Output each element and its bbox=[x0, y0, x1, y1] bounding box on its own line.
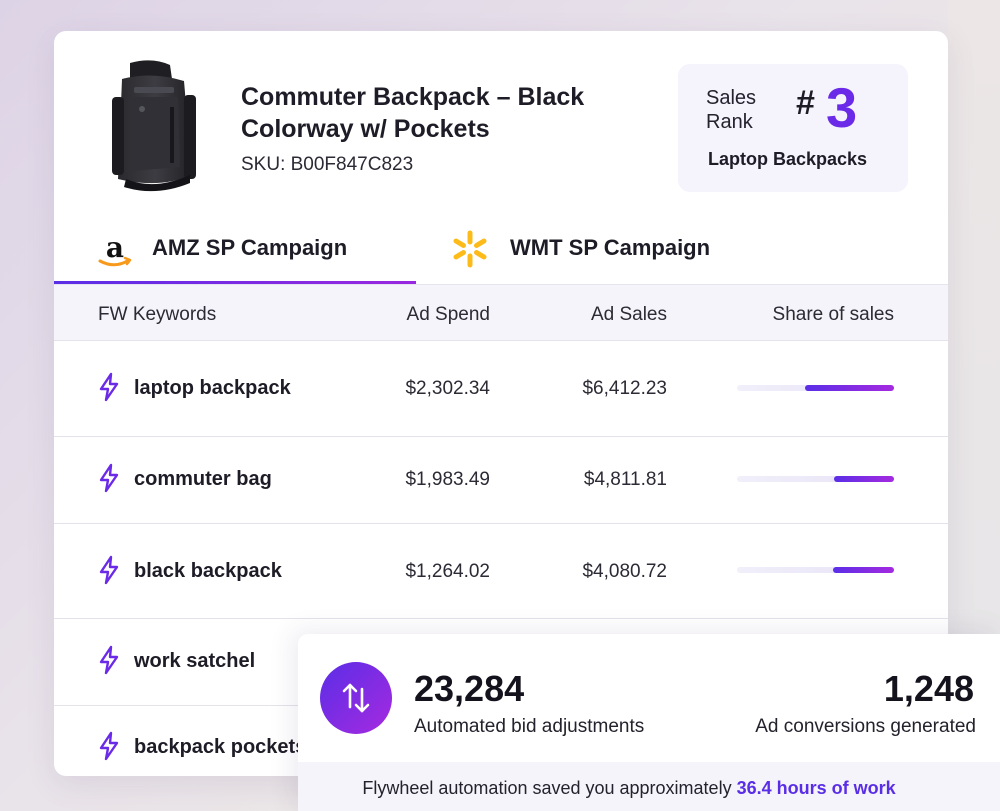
column-header-share-of-sales: Share of sales bbox=[772, 304, 894, 325]
ad-sales-value: $6,412.23 bbox=[582, 378, 667, 399]
savings-footer: Flywheel automation saved you approximat… bbox=[298, 762, 1000, 811]
column-header-ad-spend: Ad Spend bbox=[406, 304, 490, 325]
table-header: FW Keywords Ad Spend Ad Sales Share of s… bbox=[54, 285, 948, 341]
bid-adjustments-label: Automated bid adjustments bbox=[414, 716, 645, 737]
lightning-bolt-icon bbox=[99, 555, 119, 585]
share-of-sales-bar bbox=[737, 567, 894, 573]
table-row[interactable]: backpack pockets bbox=[54, 706, 948, 776]
savings-message: Flywheel automation saved you approximat… bbox=[298, 778, 960, 799]
product-image bbox=[112, 60, 196, 192]
tab-amz-sp-campaign[interactable]: a AMZ SP Campaign bbox=[54, 219, 416, 285]
sales-rank-label: Sales Rank bbox=[706, 87, 757, 133]
walmart-spark-icon bbox=[453, 230, 487, 268]
ad-sales-value: $4,080.72 bbox=[582, 561, 667, 582]
ad-conversions-label: Ad conversions generated bbox=[755, 716, 976, 737]
active-tab-indicator bbox=[54, 281, 416, 284]
table-row[interactable]: laptop backpack $2,302.34 $6,412.23 bbox=[54, 341, 948, 437]
amazon-logo-icon: a bbox=[98, 231, 132, 267]
bid-adjustments-count: 23,284 bbox=[414, 668, 525, 709]
up-down-arrows-icon bbox=[342, 683, 370, 713]
keyword-label: work satchel bbox=[134, 650, 256, 672]
keyword-label: black backpack bbox=[134, 560, 282, 582]
share-of-sales-bar bbox=[737, 476, 894, 482]
ad-spend-value: $2,302.34 bbox=[405, 378, 490, 399]
lightning-bolt-icon bbox=[99, 645, 119, 675]
ad-conversions-count: 1,248 bbox=[883, 668, 974, 709]
savings-prefix: Flywheel automation saved you approximat… bbox=[362, 778, 737, 798]
tab-amz-label: AMZ SP Campaign bbox=[152, 235, 348, 260]
lightning-bolt-icon bbox=[99, 372, 119, 402]
ad-spend-value: $1,983.49 bbox=[405, 469, 490, 490]
rank-number: 3 bbox=[826, 76, 858, 139]
rank-category: Laptop Backpacks bbox=[708, 149, 868, 169]
table-row[interactable]: black backpack $1,264.02 $4,080.72 bbox=[54, 524, 948, 619]
keyword-label: backpack pockets bbox=[134, 736, 307, 758]
share-of-sales-bar bbox=[737, 385, 894, 391]
tab-wmt-label: WMT SP Campaign bbox=[510, 235, 711, 260]
keyword-label: commuter bag bbox=[134, 468, 272, 490]
keyword-label: laptop backpack bbox=[134, 377, 291, 399]
product-sku: SKU: B00F847C823 bbox=[241, 154, 414, 175]
automation-stats-panel: 23,284 Automated bid adjustments 1,248 A… bbox=[298, 634, 1000, 811]
bid-adjustment-badge bbox=[320, 662, 392, 734]
rank-hash-symbol: # bbox=[796, 84, 815, 122]
ad-spend-value: $1,264.02 bbox=[405, 561, 490, 582]
savings-hours: 36.4 hours of work bbox=[736, 778, 896, 798]
share-of-sales-fill bbox=[834, 476, 894, 482]
share-of-sales-fill bbox=[804, 385, 894, 391]
ad-sales-value: $4,811.81 bbox=[583, 469, 667, 490]
share-of-sales-fill bbox=[832, 567, 894, 573]
lightning-bolt-icon bbox=[99, 731, 119, 761]
column-header-ad-sales: Ad Sales bbox=[590, 304, 667, 325]
tab-wmt-sp-campaign[interactable]: WMT SP Campaign bbox=[416, 219, 948, 285]
svg-text:a: a bbox=[106, 231, 124, 264]
column-header-keywords: FW Keywords bbox=[98, 304, 217, 325]
lightning-bolt-icon bbox=[99, 463, 119, 493]
product-title: Commuter Backpack – Black Colorway w/ Po… bbox=[241, 83, 585, 143]
tab-divider bbox=[54, 284, 948, 285]
table-row[interactable]: commuter bag $1,983.49 $4,811.81 bbox=[54, 437, 948, 524]
sales-rank-box: Sales Rank # 3 Laptop Backpacks bbox=[678, 64, 908, 192]
